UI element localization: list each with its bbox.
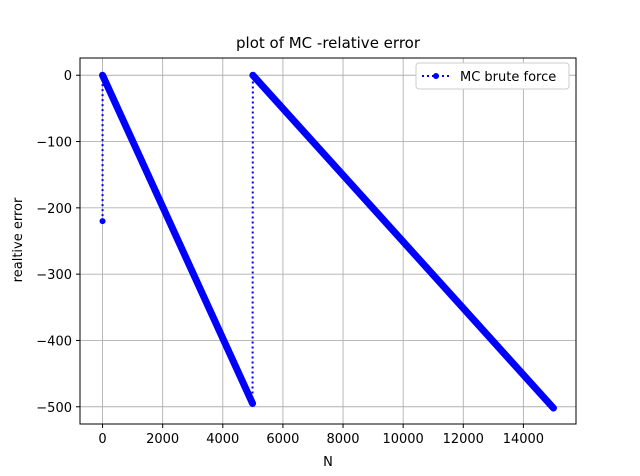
x-tick-label: 12000 — [443, 432, 484, 447]
grid — [80, 58, 576, 424]
y-tick-label: −300 — [36, 268, 72, 283]
x-tick-label: 0 — [98, 432, 106, 447]
x-tick-label: 8000 — [326, 432, 359, 447]
x-tick-label: 4000 — [206, 432, 239, 447]
y-tick-label: −500 — [36, 401, 72, 416]
ticks: 0 2000 4000 6000 8000 10000 12000 14000 0 −100 −20… — [36, 69, 544, 447]
data-point — [550, 405, 557, 412]
legend: MC brute force — [415, 62, 570, 90]
plot-frame — [79, 57, 577, 425]
x-tick-label: 10000 — [382, 432, 423, 447]
series-layer — [99, 71, 557, 412]
y-axis-label: realtive error — [11, 197, 26, 282]
legend-box — [415, 62, 570, 90]
y-tick-label: 0 — [64, 69, 72, 84]
x-tick-label: 6000 — [266, 432, 299, 447]
y-tick-label: −400 — [36, 334, 72, 349]
legend-marker-sample — [433, 73, 439, 79]
legend-label: MC brute force — [460, 70, 556, 85]
data-point — [99, 218, 106, 225]
y-tick-label: −100 — [36, 136, 72, 151]
y-tick-label: −200 — [36, 202, 72, 217]
x-tick-label: 14000 — [503, 432, 544, 447]
x-axis-label: N — [323, 455, 333, 470]
x-tick-label: 2000 — [146, 432, 179, 447]
chart-title: plot of MC -relative error — [236, 34, 421, 52]
